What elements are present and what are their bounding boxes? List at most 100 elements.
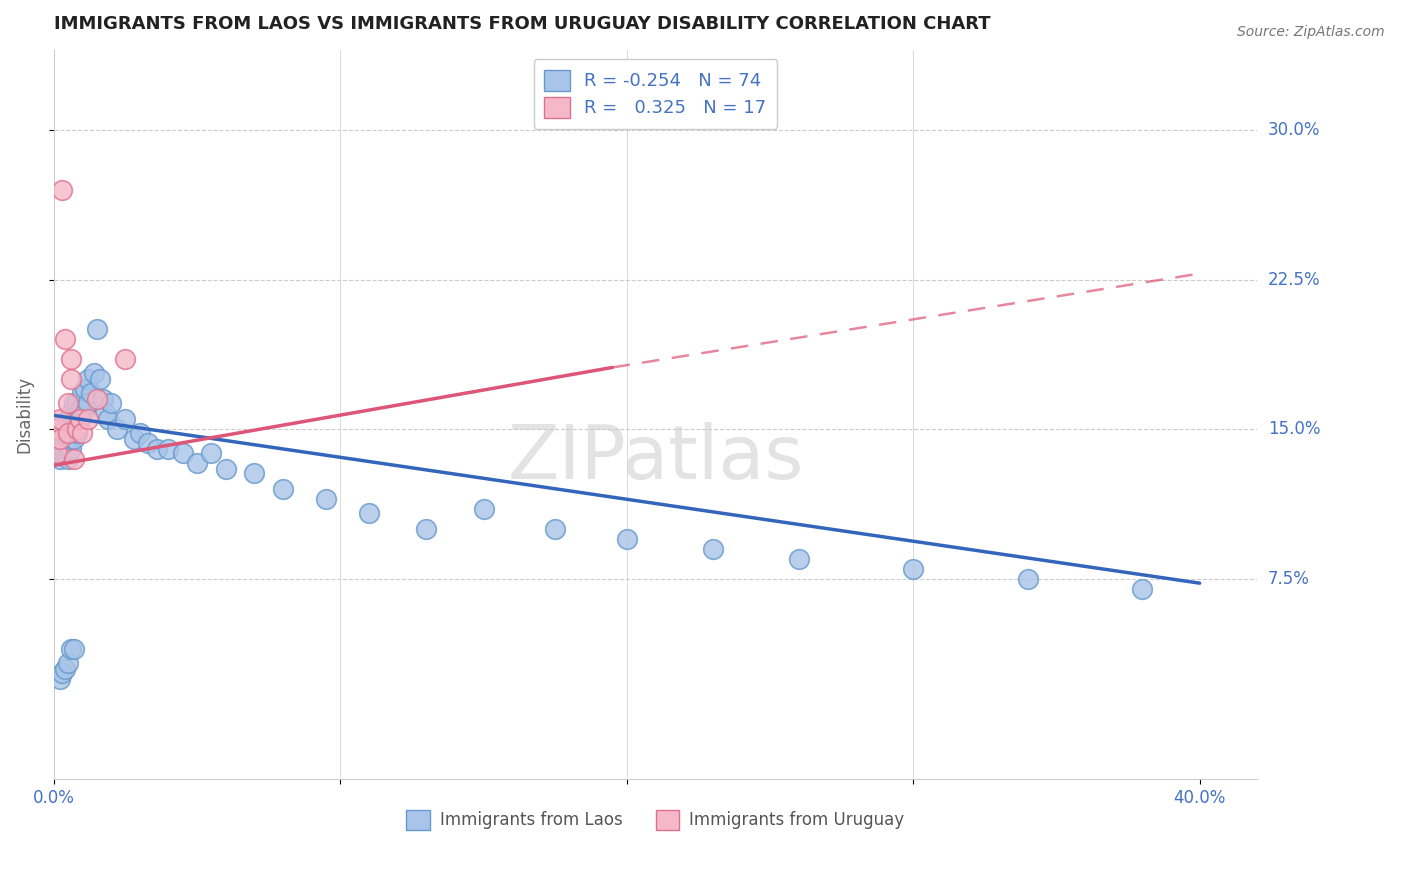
Point (56, 412, 79, 426)
Point (45, 446, 67, 460)
Point (472, 502, 495, 516)
Point (1017, 572, 1039, 586)
Point (72, 402, 94, 417)
Point (53, 422, 76, 436)
Point (271, 483, 294, 497)
Point (75, 383, 97, 397)
Point (56, 426, 79, 441)
Point (48, 433, 70, 447)
Point (105, 422, 128, 436)
Point (77, 396, 100, 410)
Point (63, 396, 86, 410)
Point (53, 436, 76, 450)
Point (66, 396, 89, 410)
Point (146, 442, 169, 457)
Point (544, 522, 567, 536)
Point (787, 552, 810, 566)
Y-axis label: Disability: Disability (15, 376, 32, 453)
Point (48, 452, 70, 467)
Point (51, 666, 73, 681)
Point (315, 492, 337, 507)
Point (60, 642, 83, 657)
Point (77, 372, 100, 386)
Point (86, 322, 108, 336)
Point (66, 412, 89, 426)
Text: ZIPatlas: ZIPatlas (508, 422, 804, 495)
Point (75, 402, 97, 417)
Point (60, 422, 83, 436)
Text: 30.0%: 30.0% (1268, 120, 1320, 139)
Point (60, 442, 83, 457)
Point (66, 426, 89, 441)
Point (69, 412, 91, 426)
Point (51, 426, 73, 441)
Point (91, 392, 114, 407)
Point (48, 422, 70, 436)
Text: Source: ZipAtlas.com: Source: ZipAtlas.com (1237, 25, 1385, 39)
Point (51, 183, 73, 197)
Legend: Immigrants from Laos, Immigrants from Uruguay: Immigrants from Laos, Immigrants from Ur… (399, 804, 911, 836)
Point (72, 386, 94, 401)
Point (77, 412, 100, 426)
Point (702, 542, 724, 557)
Point (200, 446, 222, 460)
Point (69, 412, 91, 426)
Point (63, 422, 86, 436)
Text: IMMIGRANTS FROM LAOS VS IMMIGRANTS FROM URUGUAY DISABILITY CORRELATION CHART: IMMIGRANTS FROM LAOS VS IMMIGRANTS FROM … (53, 15, 990, 33)
Point (63, 433, 86, 447)
Point (415, 522, 437, 536)
Point (903, 562, 925, 576)
Point (53, 662, 76, 676)
Point (48, 672, 70, 686)
Point (89, 372, 111, 386)
Point (63, 642, 86, 657)
Point (45, 446, 67, 460)
Point (60, 406, 83, 420)
Point (114, 412, 136, 426)
Point (357, 506, 380, 520)
Point (45, 422, 67, 436)
Point (157, 442, 180, 457)
Point (97, 412, 120, 426)
Point (45, 426, 67, 441)
Point (243, 467, 266, 481)
Point (128, 426, 150, 441)
Point (1132, 582, 1154, 596)
Point (215, 462, 238, 476)
Point (60, 433, 83, 447)
Point (66, 422, 89, 436)
Point (48, 412, 70, 426)
Point (51, 446, 73, 460)
Point (56, 433, 79, 447)
Point (48, 442, 70, 457)
Point (45, 438, 67, 452)
Point (48, 433, 70, 447)
Text: 15.0%: 15.0% (1268, 420, 1320, 438)
Point (172, 446, 194, 460)
Point (51, 436, 73, 450)
Point (94, 406, 117, 420)
Point (69, 402, 91, 417)
Point (122, 433, 145, 447)
Point (114, 352, 136, 367)
Point (56, 442, 79, 457)
Text: 7.5%: 7.5% (1268, 570, 1310, 588)
Point (56, 452, 79, 467)
Point (100, 396, 122, 410)
Point (186, 456, 208, 470)
Point (83, 367, 105, 381)
Point (72, 426, 94, 441)
Point (80, 386, 103, 401)
Point (56, 396, 79, 410)
Point (53, 446, 76, 460)
Point (60, 372, 83, 386)
Text: 22.5%: 22.5% (1268, 270, 1320, 288)
Point (616, 533, 638, 547)
Point (60, 352, 83, 367)
Point (53, 333, 76, 347)
Point (63, 452, 86, 467)
Point (56, 656, 79, 670)
Point (86, 392, 108, 407)
Point (51, 418, 73, 433)
Point (138, 436, 160, 450)
